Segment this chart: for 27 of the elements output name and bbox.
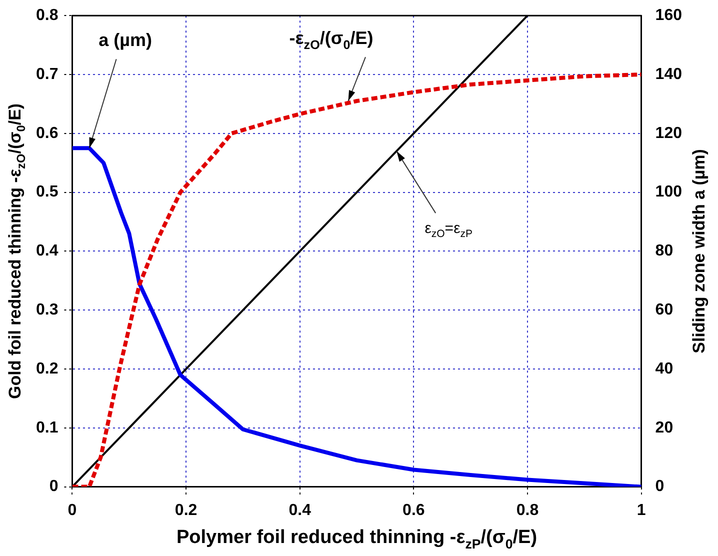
y2-tick-label: 40 [655, 360, 674, 378]
y2-tick-label: 0 [655, 478, 664, 496]
y-tick-label: 0.1 [36, 419, 58, 436]
x-tick-label: 0.4 [288, 502, 312, 519]
y-tick-label: 0.8 [36, 7, 58, 24]
y-tick-label: 0.6 [36, 124, 58, 142]
y2-tick-label: 20 [655, 419, 674, 436]
y2-tick-label: 120 [655, 124, 682, 142]
annotation: a (µm) [98, 30, 152, 50]
x-tick-label: 0.2 [174, 502, 198, 519]
y-tick-label: 0.4 [36, 242, 58, 260]
x-tick-label: 1 [636, 502, 646, 519]
y2-tick-label: 60 [655, 302, 674, 319]
x-tick-label: 0.8 [516, 502, 539, 519]
y-tick-label: 0.7 [36, 66, 58, 83]
y-tick-label: 0 [49, 478, 58, 496]
y2-tick-label: 160 [655, 7, 682, 24]
y-tick-label: 0.5 [36, 184, 58, 201]
y2-tick-label: 80 [655, 242, 674, 260]
y-tick-label: 0.2 [36, 360, 58, 378]
y2-tick-label: 140 [655, 66, 682, 83]
x-tick-label: 0 [68, 502, 77, 519]
y-axis-title: Gold foil reduced thinning -εzO/(σ0/E) [6, 103, 28, 399]
y-tick-label: 0.3 [36, 302, 58, 319]
y2-tick-label: 100 [655, 184, 682, 201]
x-tick-label: 0.6 [402, 502, 425, 519]
y2-axis-title: Sliding zone width a (µm) [690, 149, 709, 354]
